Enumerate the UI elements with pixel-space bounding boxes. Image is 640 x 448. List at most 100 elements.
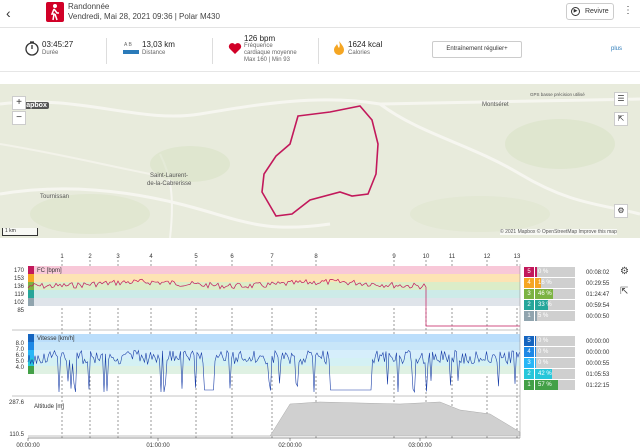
speed-zone-percent: 57 % bbox=[538, 382, 552, 388]
speed-zone-time: 01:05:53 bbox=[586, 372, 610, 378]
analysis-chart[interactable]: 1 2 3 4 5 6 7 8 9 10 11 12 13 FC [bpm] 170 153 136 119 102… bbox=[0, 242, 640, 448]
lap-marker-label: 2 bbox=[88, 254, 92, 260]
layers-icon[interactable]: ☰ bbox=[614, 92, 628, 106]
speed-zone-bar bbox=[535, 336, 575, 346]
place-tournissan: Tournissan bbox=[40, 194, 70, 200]
hr-zone-percent: 0 % bbox=[538, 269, 549, 275]
map-scale: 1 km bbox=[2, 228, 38, 236]
settings-gear-icon[interactable]: ⚙ bbox=[614, 204, 628, 218]
speed-zone-number: 3 bbox=[524, 358, 534, 368]
hr-series-line bbox=[27, 278, 520, 327]
hr-zone-time: 00:59:54 bbox=[586, 303, 610, 309]
time-tick-label: 02:00:00 bbox=[278, 443, 302, 448]
route-map[interactable]: mapbox + − GPS basse précision utilisé ☰… bbox=[0, 84, 640, 238]
fullscreen-icon[interactable]: ⇱ bbox=[614, 112, 628, 126]
speed-zone-time: 00:00:00 bbox=[586, 350, 610, 356]
hr-label-1: Fréquence bbox=[244, 43, 273, 49]
back-arrow-icon[interactable]: ‹ bbox=[6, 5, 11, 21]
speed-series-line bbox=[27, 349, 520, 393]
kebab-menu-icon[interactable]: ⋮ bbox=[623, 5, 633, 16]
lap-marker-label: 3 bbox=[116, 254, 120, 260]
play-icon: ▶ bbox=[571, 6, 580, 16]
time-tick-label: 00:00:00 bbox=[16, 443, 40, 448]
speed-zone-time: 00:00:00 bbox=[586, 339, 610, 345]
map-attribution[interactable]: © 2021 Mapbox © OpenStreetMap Improve th… bbox=[500, 229, 617, 235]
hr-zone-band bbox=[28, 298, 520, 306]
speed-zone-time: 01:22:15 bbox=[586, 383, 610, 389]
divider bbox=[106, 38, 107, 64]
speed-zone-band bbox=[28, 334, 520, 342]
speed-zone-number: 5 bbox=[524, 336, 534, 346]
hr-tick-label: 119 bbox=[14, 292, 24, 298]
route-path bbox=[261, 105, 379, 217]
hr-min-max: Max 160 | Min 93 bbox=[244, 57, 290, 63]
fullscreen-icon[interactable]: ⇱ bbox=[620, 286, 629, 297]
speed-zone-percent: 0 % bbox=[538, 338, 549, 344]
hr-tick-label: 153 bbox=[14, 276, 25, 282]
speed-zone-time: 00:00:55 bbox=[586, 361, 610, 367]
speed-zone-number: 2 bbox=[524, 369, 534, 379]
speed-tick-label: 7.0 bbox=[16, 347, 25, 353]
hr-zone-swatch bbox=[28, 298, 34, 306]
time-tick-label: 01:00:00 bbox=[146, 443, 170, 448]
speed-zone-band bbox=[28, 350, 520, 358]
hr-label-2: cardiaque moyenne bbox=[244, 50, 297, 56]
hr-zone-number: 3 bbox=[524, 289, 534, 299]
hr-zone-bar bbox=[535, 267, 575, 277]
speed-axis-label: Vitesse [km/h] bbox=[37, 336, 75, 342]
hr-zone-row: 4 16 % 00:29:55 bbox=[524, 278, 614, 288]
map-background bbox=[0, 84, 640, 238]
hr-tick-label: 85 bbox=[17, 308, 24, 314]
hr-zone-time: 00:08:02 bbox=[586, 270, 610, 276]
hr-zone-bar-fill bbox=[535, 300, 549, 310]
hr-value: 126 bpm bbox=[244, 34, 276, 43]
distance-value: 13,03 km bbox=[142, 40, 175, 49]
training-benefit-button[interactable]: Entraînement régulier+ bbox=[432, 41, 522, 58]
speed-zone-bar bbox=[535, 380, 575, 390]
altitude-tick-label: 110.5 bbox=[9, 432, 24, 438]
hr-zone-number: 1 bbox=[524, 311, 534, 321]
place-saint-laurent: Saint-Laurent- bbox=[150, 173, 189, 179]
hr-tick-label: 170 bbox=[14, 268, 25, 274]
hr-zone-bar bbox=[535, 300, 575, 310]
speed-zone-bar-fill bbox=[535, 380, 558, 390]
hr-zone-swatch bbox=[28, 290, 34, 298]
replay-button[interactable]: ▶ Revivre bbox=[566, 3, 614, 20]
hr-zone-bar-fill bbox=[535, 311, 537, 321]
more-link[interactable]: plus bbox=[611, 46, 623, 52]
hr-zone-time: 00:00:50 bbox=[586, 314, 610, 320]
lap-marker-label: 5 bbox=[194, 254, 198, 260]
zoom-in-button[interactable]: + bbox=[12, 96, 26, 110]
hr-zone-bar bbox=[535, 289, 575, 299]
speed-zone-number: 1 bbox=[524, 380, 534, 390]
hr-zone-band bbox=[28, 290, 520, 298]
speed-zone-bar bbox=[535, 358, 575, 368]
duration-value: 03:45:27 bbox=[42, 40, 74, 49]
lap-marker-label: 8 bbox=[314, 254, 318, 260]
speed-zone-row: 3 0 % 00:00:55 bbox=[524, 358, 614, 368]
place-cabrerisse: de-la-Cabrerisse bbox=[147, 181, 192, 187]
lap-marker-label: 4 bbox=[149, 254, 153, 260]
speed-zone-row: 4 0 % 00:00:00 bbox=[524, 347, 614, 357]
hr-zone-band bbox=[28, 266, 520, 274]
zoom-out-button[interactable]: − bbox=[12, 111, 26, 125]
hiking-sport-icon bbox=[46, 2, 64, 22]
hr-zone-percent: 33 % bbox=[538, 302, 552, 308]
hr-zone-swatch bbox=[28, 274, 34, 282]
hr-zone-row: 2 33 % 00:59:54 bbox=[524, 300, 614, 310]
altitude-axis-label: Altitude [m] bbox=[34, 404, 64, 410]
lap-marker-label: 7 bbox=[270, 254, 274, 260]
replay-label: Revivre bbox=[584, 8, 609, 15]
lap-marker-label: 9 bbox=[392, 254, 396, 260]
speed-zone-band bbox=[28, 342, 520, 350]
header-bar: ‹ Randonnée Vendredi, Mai 28, 2021 09:36… bbox=[0, 0, 640, 28]
hr-zone-bar-fill bbox=[535, 267, 537, 277]
settings-gear-icon[interactable]: ⚙ bbox=[620, 266, 629, 277]
speed-zone-bar-fill bbox=[535, 347, 536, 357]
speed-zone-swatch bbox=[28, 334, 34, 342]
speed-zone-number: 4 bbox=[524, 347, 534, 357]
speed-zone-bar bbox=[535, 347, 575, 357]
lap-marker-label: 1 bbox=[60, 254, 64, 260]
speed-zone-row: 1 57 % 01:22:15 bbox=[524, 380, 614, 390]
speed-zone-percent: 0 % bbox=[538, 360, 549, 366]
